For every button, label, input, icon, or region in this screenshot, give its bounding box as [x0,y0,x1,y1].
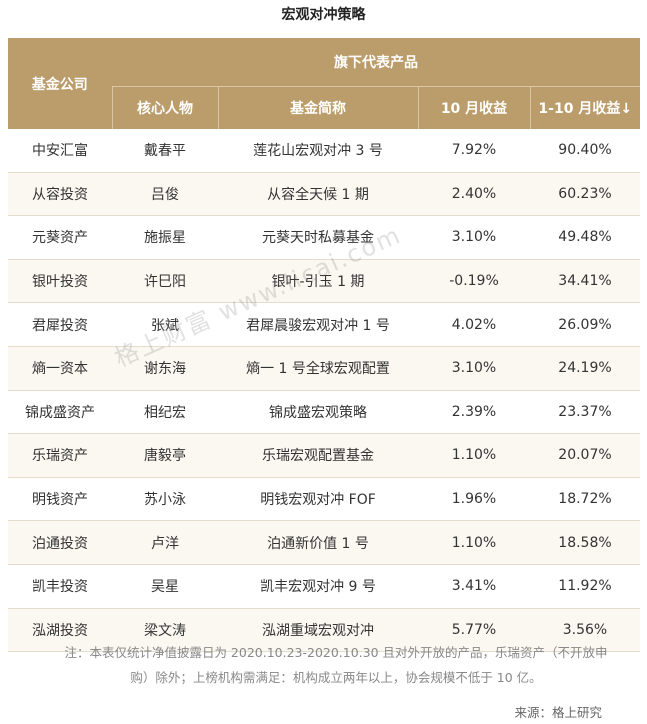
table-cell: 锦成盛宏观策略 [218,390,418,435]
table-cell: 相纪宏 [112,390,218,435]
table-row: 君犀投资 张斌 君犀晨骏宏观对冲 1 号 4.02% 26.09% [8,302,640,347]
table-cell: 60.23% [530,172,640,217]
table-cell: 1.10% [418,433,530,478]
table-cell: 3.10% [418,346,530,391]
header-cell: 基金公司 [8,38,112,129]
table-cell: 4.02% [418,302,530,347]
table-cell: 乐瑞宏观配置基金 [218,433,418,478]
table-cell: 7.92% [418,129,530,173]
table-row: 泊通投资 卢洋 泊通新价值 1 号 1.10% 18.58% [8,520,640,565]
table-row: 凯丰投资 吴星 凯丰宏观对冲 9 号 3.41% 11.92% [8,564,640,609]
table-row: 从容投资 吕俊 从容全天候 1 期 2.40% 60.23% [8,172,640,217]
table-cell: 18.72% [530,477,640,522]
table-cell: 18.58% [530,520,640,565]
table-cell: 君犀投资 [8,302,112,347]
table-cell: 元葵天时私募基金 [218,215,418,260]
table-cell: 1.10% [418,520,530,565]
table-cell: 中安汇富 [8,129,112,173]
table-cell: -0.19% [418,259,530,304]
table-cell: 2.39% [418,390,530,435]
table: 基金公司 旗下代表产品 核心人物 基金简称 10 月收益 1-10 月收益↓ 中安汇富… [8,38,640,653]
table-cell: 11.92% [530,564,640,609]
table-cell: 梁文涛 [112,608,218,653]
table-cell: 施振星 [112,215,218,260]
table-cell: 34.41% [530,259,640,304]
table-cell: 许巳阳 [112,259,218,304]
table-cell: 锦成盛资产 [8,390,112,435]
table-cell: 20.07% [530,433,640,478]
table-cell: 吴星 [112,564,218,609]
table-cell: 90.40% [530,129,640,173]
table-row: 乐瑞资产 唐毅亭 乐瑞宏观配置基金 1.10% 20.07% [8,433,640,478]
table-cell: 唐毅亭 [112,433,218,478]
table-cell: 凯丰宏观对冲 9 号 [218,564,418,609]
table-row: 元葵资产 施振星 元葵天时私募基金 3.10% 49.48% [8,215,640,260]
table-cell: 熵一资本 [8,346,112,391]
table-cell: 莲花山宏观对冲 3 号 [218,129,418,173]
header-cell: 1-10 月收益↓ [529,86,640,129]
table-cell: 1.96% [418,477,530,522]
table-cell: 2.40% [418,172,530,217]
table-cell: 谢东海 [112,346,218,391]
table-cell: 熵一 1 号全球宏观配置 [218,346,418,391]
table-cell: 泓湖投资 [8,608,112,653]
table-row: 明钱资产 苏小泳 明钱宏观对冲 FOF 1.96% 18.72% [8,477,640,522]
table-cell: 从容投资 [8,172,112,217]
note: 注：本表仅统计净值披露日为 2020.10.23-2020.10.30 且对外开… [64,645,608,685]
table-row: 熵一资本 谢东海 熵一 1 号全球宏观配置 3.10% 24.19% [8,346,640,391]
table-row: 中安汇富 戴春平 莲花山宏观对冲 3 号 7.92% 90.40% [8,129,640,173]
table-row: 银叶投资 许巳阳 银叶-引玉 1 期 -0.19% 34.41% [8,259,640,304]
table-cell: 吕俊 [112,172,218,217]
header-row: 核心人物 基金简称 10 月收益 1-10 月收益↓ [8,86,640,129]
table-cell: 24.19% [530,346,640,391]
table-row: 锦成盛资产 相纪宏 锦成盛宏观策略 2.39% 23.37% [8,390,640,435]
header-cell: 旗下代表产品 [112,38,640,87]
table-cell: 明钱资产 [8,477,112,522]
table-cell: 张斌 [112,302,218,347]
table-cell: 卢洋 [112,520,218,565]
header-cell: 10 月收益 [417,86,530,129]
table-cell: 泓湖重域宏观对冲 [218,608,418,653]
table-cell: 元葵资产 [8,215,112,260]
table-cell: 3.10% [418,215,530,260]
table-row: 泓湖投资 梁文涛 泓湖重域宏观对冲 5.77% 3.56% [8,608,640,653]
table-cell: 凯丰投资 [8,564,112,609]
table-cell: 苏小泳 [112,477,218,522]
table-cell: 君犀晨骏宏观对冲 1 号 [218,302,418,347]
table-cell: 泊通投资 [8,520,112,565]
table-cell: 戴春平 [112,129,218,173]
table-cell: 3.41% [418,564,530,609]
source: 来源：格上研究 [514,705,602,720]
table-cell: 乐瑞资产 [8,433,112,478]
table-cell: 3.56% [530,608,640,653]
table-cell: 5.77% [418,608,530,653]
table-cell: 从容全天候 1 期 [218,172,418,217]
table-cell: 银叶投资 [8,259,112,304]
table-cell: 银叶-引玉 1 期 [218,259,418,304]
table-cell: 26.09% [530,302,640,347]
table-cell: 23.37% [530,390,640,435]
table-cell: 明钱宏观对冲 FOF [218,477,418,522]
header-cell: 核心人物 [111,86,218,129]
header-cell: 基金简称 [217,86,418,129]
table-cell: 49.48% [530,215,640,260]
table-cell: 泊通新价值 1 号 [218,520,418,565]
title: 宏观对冲策略 [281,7,366,23]
